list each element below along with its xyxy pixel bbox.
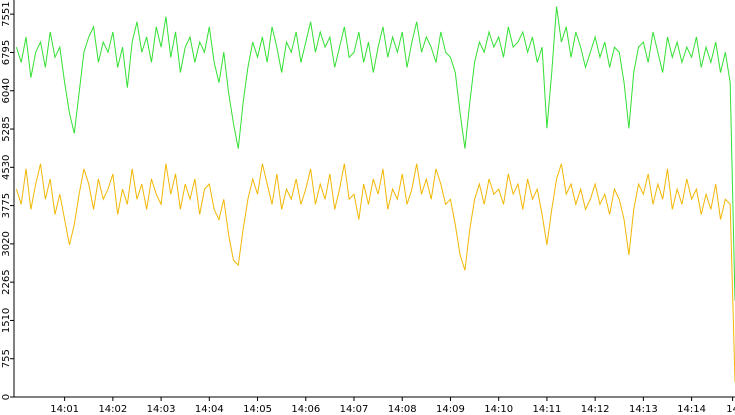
x-tick-label: 14:14 bbox=[677, 404, 706, 415]
y-tick-label: 6040 bbox=[1, 78, 12, 103]
y-tick-label: 3775 bbox=[1, 193, 12, 218]
x-tick-label: 14:05 bbox=[243, 404, 272, 415]
y-tick-label: 6795 bbox=[1, 40, 12, 65]
x-tick-label: 14:12 bbox=[581, 404, 610, 415]
x-tick-label: 14:11 bbox=[532, 404, 561, 415]
y-tick-label: 1510 bbox=[1, 308, 12, 333]
series-line bbox=[15, 6, 735, 301]
y-tick-label: 755 bbox=[1, 349, 12, 368]
x-tick-label: 14:01 bbox=[50, 404, 79, 415]
x-tick-label: 14:07 bbox=[340, 404, 369, 415]
x-tick-label: 14:03 bbox=[147, 404, 176, 415]
x-tick-label: 14:04 bbox=[195, 404, 224, 415]
y-tick-label: 0 bbox=[1, 394, 12, 400]
x-tick-label: 14:10 bbox=[484, 404, 513, 415]
x-tick-label: 14:08 bbox=[388, 404, 417, 415]
x-tick-label: 14:09 bbox=[436, 404, 465, 415]
x-tick-label: 14 bbox=[726, 404, 735, 415]
x-tick-label: 14:06 bbox=[291, 404, 320, 415]
y-tick-label: 2265 bbox=[1, 269, 12, 294]
x-tick-label: 14:02 bbox=[98, 404, 127, 415]
y-tick-label: 4530 bbox=[1, 155, 12, 180]
y-tick-label: 7551 bbox=[1, 1, 12, 26]
series-line bbox=[15, 163, 735, 382]
y-tick-label: 5285 bbox=[1, 116, 12, 141]
x-tick-label: 14:13 bbox=[629, 404, 658, 415]
y-tick-label: 3020 bbox=[1, 231, 12, 256]
